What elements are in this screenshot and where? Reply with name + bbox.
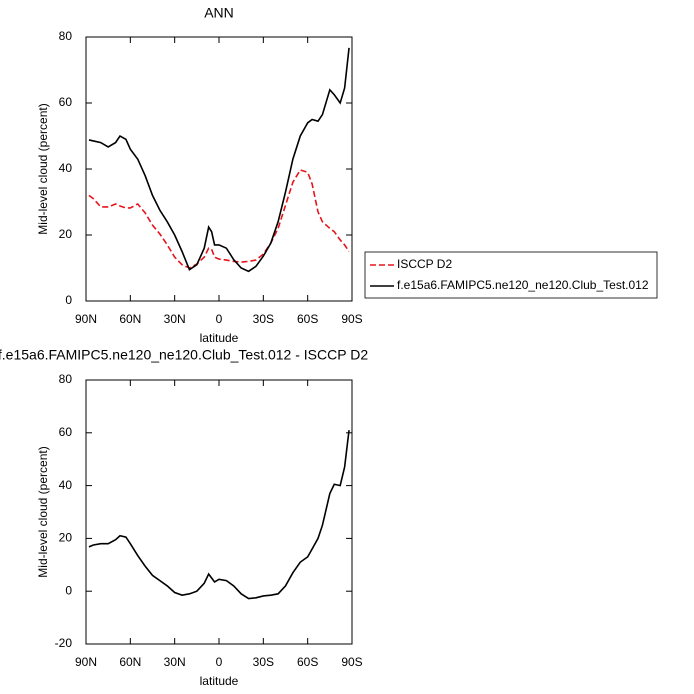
series-line [88, 430, 350, 600]
x-tick-label: 60S [297, 655, 318, 669]
series-line [88, 169, 350, 269]
legend-box [364, 251, 658, 299]
x-tick-label: 90N [75, 655, 97, 669]
x-tick-label: 30S [253, 655, 274, 669]
chart-title: f.e15a6.FAMIPC5.ne120_ne120.Club_Test.01… [0, 347, 368, 363]
plot-frame [85, 379, 353, 645]
x-axis-label: latitude [200, 674, 239, 688]
x-tick-label: 30S [253, 312, 274, 326]
chart-title: ANN [204, 5, 234, 21]
y-tick-label: 0 [65, 583, 72, 597]
y-tick-label: 60 [59, 95, 73, 109]
x-tick-label: 30N [164, 655, 186, 669]
x-tick-label: 30N [164, 312, 186, 326]
x-tick-label: 90N [75, 312, 97, 326]
y-tick-label: 40 [59, 478, 73, 492]
series-line [88, 47, 350, 273]
y-axis-label: Mid-level cloud (percent) [36, 446, 50, 577]
y-tick-label: 20 [59, 531, 73, 545]
x-tick-label: 90S [341, 312, 362, 326]
x-tick-label: 90S [341, 655, 362, 669]
y-axis-label: Mid-level cloud (percent) [36, 103, 50, 234]
y-tick-label: 40 [59, 161, 73, 175]
y-tick-label: 0 [65, 293, 72, 307]
y-tick-label: 80 [59, 29, 73, 43]
y-tick-label: 20 [59, 227, 73, 241]
legend-label: ISCCP D2 [397, 257, 452, 271]
y-tick-label: -20 [55, 636, 73, 650]
x-tick-label: 0 [216, 655, 223, 669]
x-tick-label: 60N [119, 312, 141, 326]
x-tick-label: 60S [297, 312, 318, 326]
legend-label: f.e15a6.FAMIPC5.ne120_ne120.Club_Test.01… [397, 278, 649, 292]
x-axis-label: latitude [200, 331, 239, 345]
y-tick-label: 60 [59, 425, 73, 439]
x-tick-label: 0 [216, 312, 223, 326]
x-tick-label: 60N [119, 655, 141, 669]
plot-frame [85, 36, 353, 302]
y-tick-label: 80 [59, 372, 73, 386]
